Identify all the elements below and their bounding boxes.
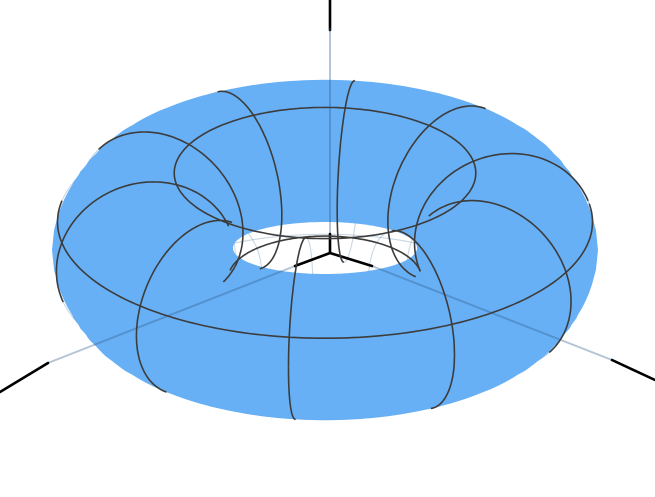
meridian-line [217,90,283,270]
parallel-line [173,106,477,240]
meridian-line [55,181,230,272]
meridian-line [135,335,167,393]
meridian-line [287,367,296,421]
torus-body [52,79,598,421]
parallel-line [229,235,422,272]
meridian-line [548,301,572,354]
meridian-line [98,131,244,283]
meridian-line [387,105,486,278]
y-axis-line [610,358,655,382]
axes-in-front [0,358,655,394]
torus-surface [47,28,613,421]
x-axis-segment-hole [293,251,332,268]
visible-gridlines [55,79,594,421]
x-axis-line [0,361,50,394]
meridian-line [430,354,456,410]
parallel-line [56,200,594,340]
x-axis-behind-surface [47,265,296,364]
meridian-line [287,236,306,368]
meridian-line [428,199,572,302]
meridian-line [336,79,355,264]
axes-through-hole [293,232,374,268]
meridian-line [391,229,456,355]
parallel-line [588,203,594,222]
y-axis-segment-hole [328,251,374,268]
meridian-line [55,271,64,303]
